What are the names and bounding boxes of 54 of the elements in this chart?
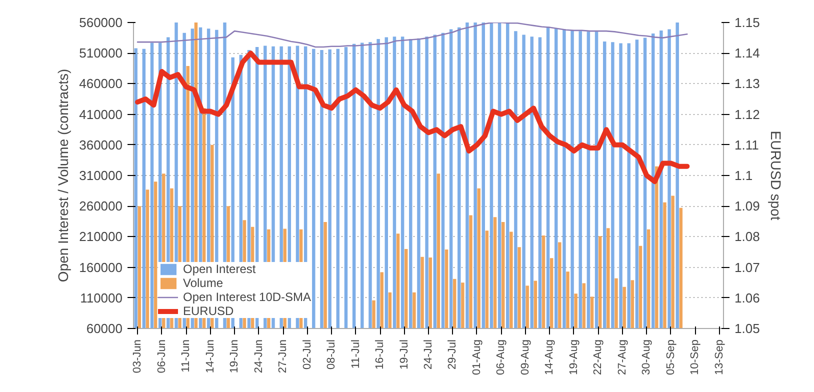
y-tick-label: 210000 bbox=[79, 229, 123, 244]
x-tick-label: 14-Aug bbox=[544, 339, 556, 375]
x-tick-label: 03-Jun bbox=[132, 339, 144, 374]
y2-tick-label: 1.14 bbox=[734, 46, 760, 61]
y-tick-label: 510000 bbox=[79, 46, 123, 61]
x-tick-label: 09-Aug bbox=[519, 339, 532, 375]
x-tick-label: 14-Jun bbox=[204, 339, 216, 374]
x-tick-label: 27-Aug bbox=[616, 339, 628, 375]
x-tick-label: 27-Jun bbox=[277, 339, 290, 374]
x-tick-label: 10-Sep bbox=[689, 339, 702, 375]
y-tick-label: 260000 bbox=[79, 198, 123, 214]
y-tick-label: 460000 bbox=[79, 76, 123, 92]
y-tick-label: 410000 bbox=[79, 106, 123, 122]
y2-axis-title: EURUSD spot bbox=[768, 130, 784, 220]
x-tick-label: 19-Aug bbox=[568, 339, 580, 375]
x-tick-label: 08-Jul bbox=[326, 339, 338, 370]
y2-tick-label: 1.05 bbox=[734, 321, 760, 336]
x-tick-label: 22-Aug bbox=[592, 339, 604, 375]
legend-label: EURUSD bbox=[183, 304, 234, 318]
y2-tick-label: 1.11 bbox=[734, 137, 759, 152]
x-tick-label: 06-Aug bbox=[495, 339, 508, 375]
y-tick-label: 360000 bbox=[79, 137, 123, 152]
y-tick-label: 560000 bbox=[79, 15, 123, 30]
x-tick-label: 11-Jul bbox=[350, 339, 362, 369]
y2-tick-label: 1.09 bbox=[734, 198, 760, 214]
x-tick-label: 29-Jul bbox=[446, 339, 459, 370]
legend-label: Volume bbox=[183, 276, 224, 290]
line-series bbox=[136, 22, 688, 48]
y2-tick-label: 1.15 bbox=[734, 15, 760, 30]
x-tick-label: 16-Jul bbox=[374, 339, 386, 370]
x-tick-label: 13-Sep bbox=[713, 339, 726, 375]
legend-label: Open Interest 10D-SMA bbox=[183, 290, 312, 304]
y-tick-label: 60000 bbox=[86, 321, 123, 336]
x-tick-label: 02-Jul bbox=[301, 339, 314, 370]
y2-tick-label: 1.1 bbox=[734, 168, 753, 183]
y-tick-label: 310000 bbox=[79, 168, 123, 183]
x-tick-label: 01-Aug bbox=[470, 339, 483, 375]
x-tick-label: 05-Sep bbox=[664, 339, 677, 375]
y2-tick-label: 1.12 bbox=[734, 106, 760, 122]
y2-tick-label: 1.13 bbox=[734, 76, 760, 92]
x-tick-label: 06-Jun bbox=[156, 339, 168, 374]
x-tick-label: 30-Aug bbox=[640, 339, 653, 375]
y-tick-label: 110000 bbox=[80, 290, 123, 306]
x-tick-label: 11-Jun bbox=[180, 339, 192, 372]
y2-tick-label: 1.06 bbox=[734, 290, 760, 306]
y-tick-label: 160000 bbox=[79, 260, 123, 275]
legend-label: Open Interest bbox=[183, 262, 256, 276]
x-tick-label: 19-Jun bbox=[228, 339, 241, 374]
y2-tick-label: 1.07 bbox=[734, 260, 760, 275]
x-tick-label: 24-Jul bbox=[422, 339, 434, 370]
y2-tick-label: 1.08 bbox=[734, 229, 760, 244]
x-tick-label: 19-Jul bbox=[398, 339, 410, 370]
y-axis-title: Open Interest / Volume (contracts) bbox=[55, 68, 72, 282]
x-tick-label: 24-Jun bbox=[252, 339, 265, 374]
